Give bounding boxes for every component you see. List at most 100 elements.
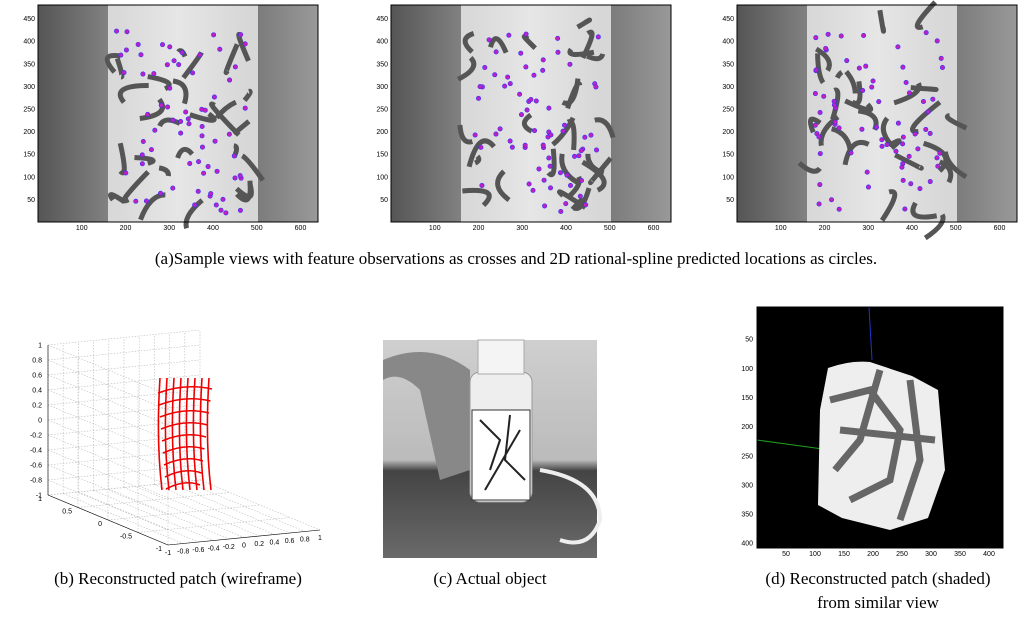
feature-point (561, 129, 565, 133)
feature-point (192, 203, 196, 207)
feature-point (832, 103, 836, 107)
wireframe-plot: 10.80.60.40.20-0.2-0.4-0.6-0.8-110.50-0.… (30, 330, 322, 557)
x-tick-label: 500 (251, 225, 263, 232)
feature-point (525, 108, 529, 112)
caption: (d) Reconstructed patch (shaded) (765, 569, 990, 588)
wire (207, 378, 211, 490)
y-tick-label: 0 (98, 521, 102, 528)
y-tick-label: 250 (722, 106, 734, 113)
x-tick-label: 0 (242, 543, 246, 550)
grid-line (48, 480, 200, 495)
feature-point (508, 81, 512, 85)
feature-point (584, 203, 588, 207)
feature-point (209, 191, 213, 195)
z-tick-label: 0.4 (32, 388, 42, 395)
y-tick-label: 50 (726, 197, 734, 204)
x-tick-label: 600 (295, 225, 307, 232)
feature-point (524, 32, 528, 36)
x-tick-label: 200 (473, 225, 485, 232)
feature-point (578, 194, 582, 198)
feature-point (233, 65, 237, 69)
y-tick-label: 250 (376, 106, 388, 113)
feature-point (564, 201, 568, 205)
feature-point (519, 112, 523, 116)
feature-point (221, 197, 225, 201)
feature-point (149, 147, 153, 151)
x-tick-label: 1 (318, 535, 322, 542)
feature-point (924, 30, 928, 34)
z-tick-label: 1 (38, 343, 42, 350)
y-tick-label: 200 (376, 129, 388, 136)
feature-point (921, 99, 925, 103)
y-tick-label: 150 (741, 395, 753, 402)
x-tick-label: 50 (782, 551, 790, 558)
feature-point (928, 131, 932, 135)
x-tick-label: -0.2 (223, 544, 235, 551)
feature-point (870, 85, 874, 89)
x-tick-label: 300 (862, 225, 874, 232)
grid-line (185, 482, 305, 532)
y-tick-label: 100 (23, 174, 35, 181)
feature-point (537, 167, 541, 171)
y-tick-label: 250 (741, 453, 753, 460)
feature-point (549, 133, 553, 137)
grid-line (170, 483, 290, 533)
x-tick-label: 250 (896, 551, 908, 558)
x-tick-label: 0.2 (254, 541, 264, 548)
feature-point (171, 186, 175, 190)
feature-point (548, 186, 552, 190)
feature-point (508, 139, 512, 143)
y-tick-label: 400 (23, 39, 35, 46)
feature-point (212, 95, 216, 99)
feature-point (188, 161, 192, 165)
feature-point (215, 169, 219, 173)
z-tick-label: -0.4 (30, 448, 42, 455)
feature-point (817, 135, 821, 139)
wire (193, 378, 197, 490)
wire (179, 378, 183, 490)
feature-point (190, 71, 194, 75)
cylinder (807, 5, 957, 222)
y-tick-label: 300 (23, 84, 35, 91)
feature-point (478, 84, 482, 88)
feature-point (594, 148, 598, 152)
feature-point (901, 135, 905, 139)
y-tick-label: 350 (23, 61, 35, 68)
y-tick-label: 200 (722, 129, 734, 136)
feature-point (178, 131, 182, 135)
feature-point (866, 185, 870, 189)
feature-point (579, 149, 583, 153)
y-tick-label: 150 (722, 152, 734, 159)
feature-point (541, 68, 545, 72)
feature-point (900, 165, 904, 169)
wire (159, 399, 211, 405)
feature-point (900, 142, 904, 146)
x-tick-label: 500 (950, 225, 962, 232)
feature-point (874, 125, 878, 129)
y-tick-label: 450 (23, 16, 35, 23)
feature-point (158, 191, 162, 195)
feature-point (814, 68, 818, 72)
feature-point (818, 151, 822, 155)
feature-point (837, 207, 841, 211)
z-tick-label: -0.2 (30, 433, 42, 440)
x-tick-label: 300 (516, 225, 528, 232)
feature-point (227, 132, 231, 136)
feature-point (907, 154, 911, 158)
y-tick-label: 100 (741, 366, 753, 373)
feature-point (901, 65, 905, 69)
feature-point (565, 173, 569, 177)
y-tick-label: 400 (722, 39, 734, 46)
feature-point (924, 127, 928, 131)
y-tick-label: 300 (722, 84, 734, 91)
x-tick-label: 100 (429, 225, 441, 232)
feature-point (140, 153, 144, 157)
feature-point (541, 58, 545, 62)
feature-point (857, 66, 861, 70)
feature-point (176, 62, 180, 66)
z-tick-label: -0.8 (30, 478, 42, 485)
feature-point (568, 62, 572, 66)
feature-point (233, 176, 237, 180)
feature-point (880, 138, 884, 142)
feature-point (203, 108, 207, 112)
